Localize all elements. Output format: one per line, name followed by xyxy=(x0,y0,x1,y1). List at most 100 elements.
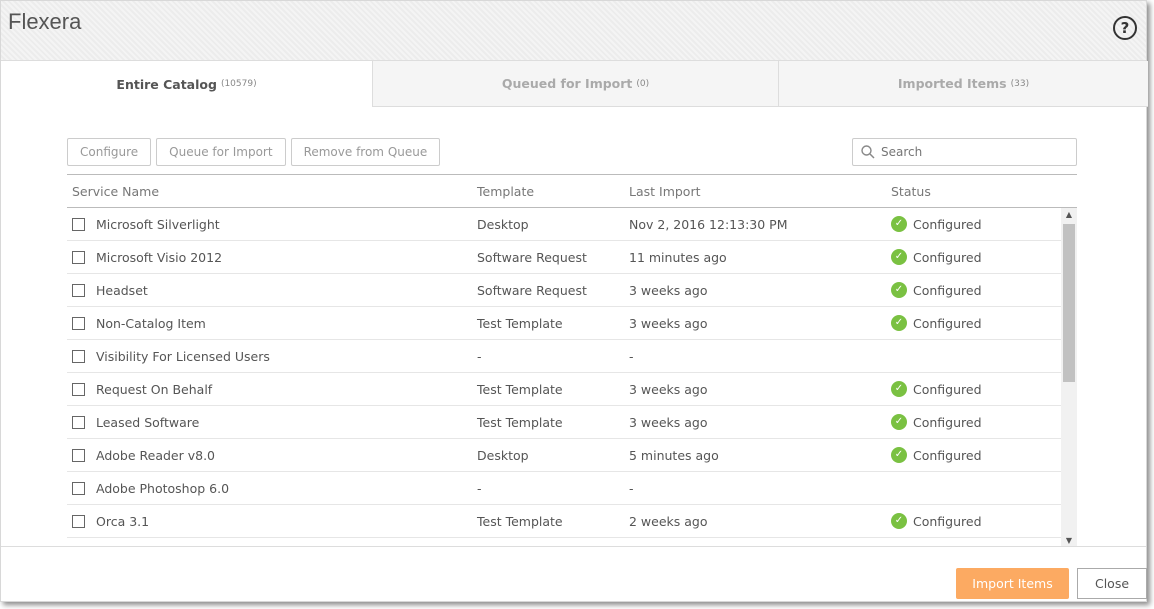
row-checkbox[interactable] xyxy=(72,514,85,528)
check-circle-icon: ✓ xyxy=(891,513,907,529)
status-text: Configured xyxy=(913,513,982,529)
catalog-table: Service Name Template Last Import Status… xyxy=(67,174,1077,547)
header-last-import[interactable]: Last Import xyxy=(629,183,701,199)
queue-for-import-button[interactable]: Queue for Import xyxy=(156,138,286,166)
status-text: Configured xyxy=(913,315,982,331)
row-checkbox[interactable] xyxy=(72,316,85,330)
table-body: Microsoft Silverlight Desktop Nov 2, 201… xyxy=(67,208,1077,547)
service-name-cell: Orca 3.1 xyxy=(67,514,477,529)
template-cell: Test Template xyxy=(477,513,563,529)
tab-bar: Entire Catalog (10579) Queued for Import(… xyxy=(1,61,1148,107)
check-circle-icon: ✓ xyxy=(891,414,907,430)
status-cell: ✓ Configured xyxy=(891,414,1061,430)
toolbar: Configure Queue for Import Remove from Q… xyxy=(67,138,441,166)
service-name: Microsoft Silverlight xyxy=(96,216,220,232)
template-cell: Test Template xyxy=(477,381,563,397)
status-cell: ✓ Configured xyxy=(891,513,1061,529)
service-name: Visibility For Licensed Users xyxy=(96,348,270,364)
header-service-name[interactable]: Service Name xyxy=(72,183,160,199)
search-box[interactable] xyxy=(852,138,1077,166)
row-checkbox[interactable] xyxy=(72,217,85,231)
footer-divider xyxy=(1,546,1146,547)
scroll-down-icon[interactable]: ▼ xyxy=(1065,536,1073,545)
tab-label: Imported Items xyxy=(897,76,1007,91)
last-import-cell: 3 weeks ago xyxy=(629,381,708,397)
service-name: Adobe Photoshop 6.0 xyxy=(96,480,230,496)
service-name-cell: Leased Software xyxy=(67,415,477,430)
table-row[interactable]: Headset Software Request 3 weeks ago ✓ Co… xyxy=(67,274,1061,307)
row-checkbox[interactable] xyxy=(72,415,85,429)
last-import-cell: 11 minutes ago xyxy=(629,249,727,265)
header-template[interactable]: Template xyxy=(477,183,535,199)
check-circle-icon: ✓ xyxy=(891,381,907,397)
template-cell: Desktop xyxy=(477,447,529,463)
check-circle-icon: ✓ xyxy=(891,249,907,265)
table-row[interactable]: Adobe Reader v8.0 Desktop 5 minutes ago … xyxy=(67,439,1061,472)
template-cell: - xyxy=(477,480,482,496)
status-text: Configured xyxy=(913,447,982,463)
table-row[interactable]: Leased Software Test Template 3 weeks ag… xyxy=(67,406,1061,439)
tab-imported-items[interactable]: Imported Items (33) xyxy=(778,61,1148,107)
scrollbar[interactable]: ▲ ▼ xyxy=(1061,208,1077,547)
last-import-cell: Nov 2, 2016 12:13:30 PM xyxy=(629,216,788,232)
template-cell: Test Template xyxy=(477,315,563,331)
configure-button[interactable]: Configure xyxy=(67,138,152,166)
remove-from-queue-button[interactable]: Remove from Queue xyxy=(290,138,441,166)
row-checkbox[interactable] xyxy=(72,481,85,495)
scroll-up-icon[interactable]: ▲ xyxy=(1065,210,1073,219)
service-name-cell: Adobe Photoshop 6.0 xyxy=(67,481,477,496)
tab-count: (33) xyxy=(1010,78,1030,89)
tab-label: Queued for Import xyxy=(501,76,633,91)
table-row[interactable]: Microsoft Visio 2012 Software Request 11… xyxy=(67,241,1061,274)
row-checkbox[interactable] xyxy=(72,349,85,363)
tab-entire-catalog[interactable]: Entire Catalog (10579) xyxy=(1,61,372,107)
scrollbar-thumb[interactable] xyxy=(1063,224,1075,382)
last-import-cell: - xyxy=(629,348,634,364)
service-name: Orca 3.1 xyxy=(96,513,150,529)
template-cell: - xyxy=(477,348,482,364)
service-name: Non-Catalog Item xyxy=(96,315,206,331)
service-name-cell: Headset xyxy=(67,283,477,298)
table-row[interactable]: Adobe Photoshop 6.0 - - xyxy=(67,472,1061,505)
last-import-cell: - xyxy=(629,480,634,496)
close-button[interactable]: Close xyxy=(1077,568,1147,599)
table-header: Service Name Template Last Import Status xyxy=(67,175,1077,208)
dialog-header: Flexera ? xyxy=(1,1,1146,61)
template-cell: Software Request xyxy=(477,282,587,298)
import-items-button[interactable]: Import Items xyxy=(956,568,1069,599)
service-name: Headset xyxy=(96,282,148,298)
status-cell: ✓ Configured xyxy=(891,315,1061,331)
template-cell: Test Template xyxy=(477,414,563,430)
search-input[interactable] xyxy=(881,145,1061,159)
help-icon[interactable]: ? xyxy=(1113,16,1137,40)
service-name-cell: Visibility For Licensed Users xyxy=(67,349,477,364)
row-checkbox[interactable] xyxy=(72,448,85,462)
service-name: Adobe Reader v8.0 xyxy=(96,447,216,463)
last-import-cell: 2 weeks ago xyxy=(629,513,708,529)
row-checkbox[interactable] xyxy=(72,250,85,264)
header-status[interactable]: Status xyxy=(891,183,931,199)
status-cell: ✓ Configured xyxy=(891,381,1061,397)
status-text: Configured xyxy=(913,381,982,397)
service-name-cell: Request On Behalf xyxy=(67,382,477,397)
table-row[interactable]: Non-Catalog Item Test Template 3 weeks a… xyxy=(67,307,1061,340)
table-row[interactable]: Microsoft Silverlight Desktop Nov 2, 201… xyxy=(67,208,1061,241)
status-cell: ✓ Configured xyxy=(891,249,1061,265)
row-checkbox[interactable] xyxy=(72,382,85,396)
check-circle-icon: ✓ xyxy=(891,216,907,232)
tab-queued-for-import[interactable]: Queued for Import (0) xyxy=(372,61,778,107)
row-checkbox[interactable] xyxy=(72,283,85,297)
service-name: Request On Behalf xyxy=(96,381,213,397)
status-text: Configured xyxy=(913,282,982,298)
tab-count: (0) xyxy=(636,78,650,89)
last-import-cell: 5 minutes ago xyxy=(629,447,719,463)
template-cell: Desktop xyxy=(477,216,529,232)
table-row[interactable]: Request On Behalf Test Template 3 weeks … xyxy=(67,373,1061,406)
check-circle-icon: ✓ xyxy=(891,315,907,331)
table-row[interactable]: Orca 3.1 Test Template 2 weeks ago ✓ Conf… xyxy=(67,505,1061,538)
table-row[interactable]: Visibility For Licensed Users - - xyxy=(67,340,1061,373)
service-name-cell: Microsoft Silverlight xyxy=(67,217,477,232)
service-name-cell: Non-Catalog Item xyxy=(67,316,477,331)
dialog-title: Flexera xyxy=(8,9,82,34)
